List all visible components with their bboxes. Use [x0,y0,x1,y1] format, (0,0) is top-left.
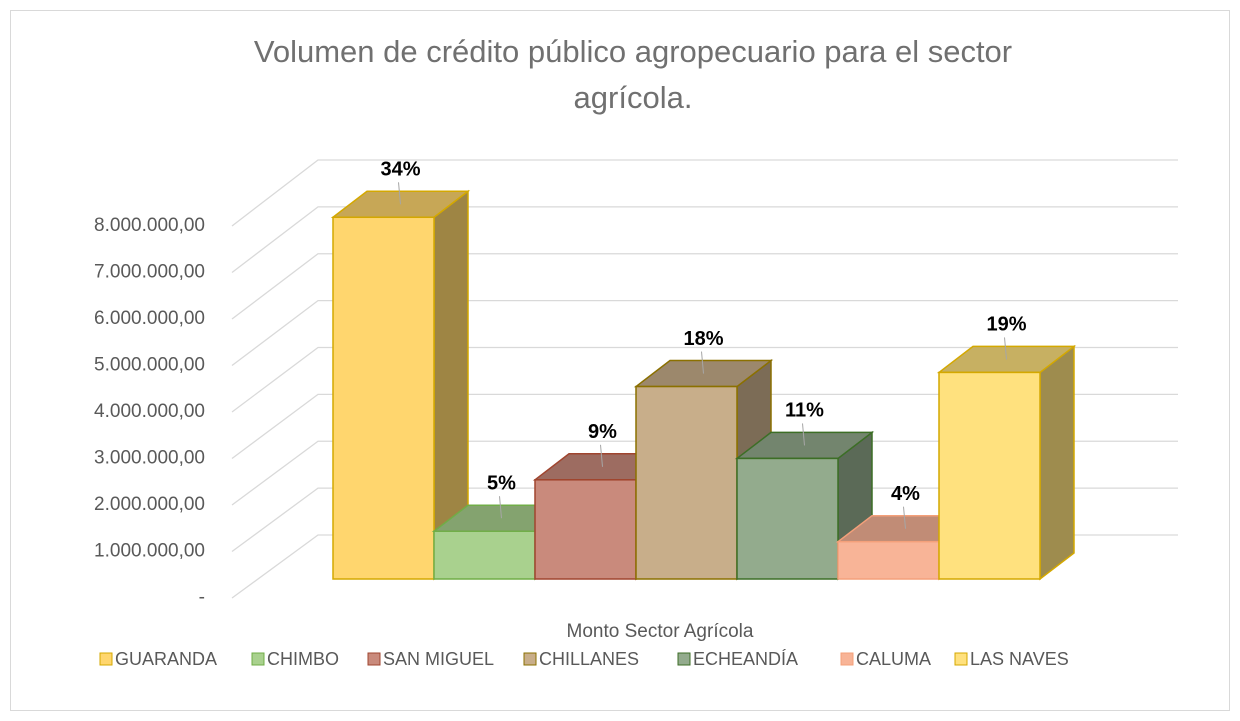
label-leader [600,444,603,467]
data-label: 5% [487,473,516,495]
bar [938,371,1041,580]
data-label: 11% [785,400,824,422]
legend-swatch [677,652,691,666]
grid-line [231,393,1178,460]
y-tick-label: - [199,587,205,608]
legend-swatch [840,652,854,666]
bar-side [1039,344,1075,581]
data-label: 9% [588,421,617,443]
legend-swatch [99,652,113,666]
label-leader [903,506,906,529]
grid-line [231,253,1178,320]
label-leader [802,423,805,446]
bar [332,216,435,580]
grid-line [231,487,1178,553]
data-label: 34% [380,159,420,181]
grid-line [231,159,1178,227]
label-leader [701,351,704,374]
legend-swatch [251,652,265,666]
legend-label: ECHEANDÍA [693,649,798,669]
grid-line [231,346,1178,413]
y-tick-label: 1.000.000,00 [94,541,205,562]
grid-line [231,299,1178,367]
legend-label: CHILLANES [539,649,639,669]
chart-title: Volumen de crédito público agropecuario … [254,34,1012,69]
bar [635,385,738,580]
y-tick-label: 4.000.000,00 [94,401,205,422]
legend-label: GUARANDA [115,649,217,669]
legend-swatch [954,652,968,666]
grid-line [231,206,1178,274]
legend-label: CHIMBO [267,649,339,669]
label-leader [1004,337,1007,360]
legend-swatch [367,652,381,666]
y-tick-label: 8.000.000,00 [94,215,205,236]
bar [534,479,637,580]
legend-label: LAS NAVES [970,649,1069,669]
y-tick-label: 7.000.000,00 [94,262,205,283]
data-label: 19% [986,314,1026,336]
y-tick-label: 2.000.000,00 [94,494,205,515]
y-tick-label: 3.000.000,00 [94,448,205,469]
label-leader [499,496,502,519]
bar [433,530,536,580]
chart-title: agrícola. [574,80,693,115]
legend-label: CALUMA [856,649,931,669]
y-tick-label: 5.000.000,00 [94,355,205,376]
data-label: 18% [683,328,723,350]
y-tick-label: 6.000.000,00 [94,308,205,329]
label-leader [398,182,401,205]
x-axis-label: Monto Sector Agrícola [567,621,754,642]
legend-label: SAN MIGUEL [383,649,494,669]
legend-swatch [523,652,537,666]
bar [736,457,839,580]
data-label: 4% [891,483,920,505]
grid-line [231,440,1178,506]
bar [837,540,940,580]
